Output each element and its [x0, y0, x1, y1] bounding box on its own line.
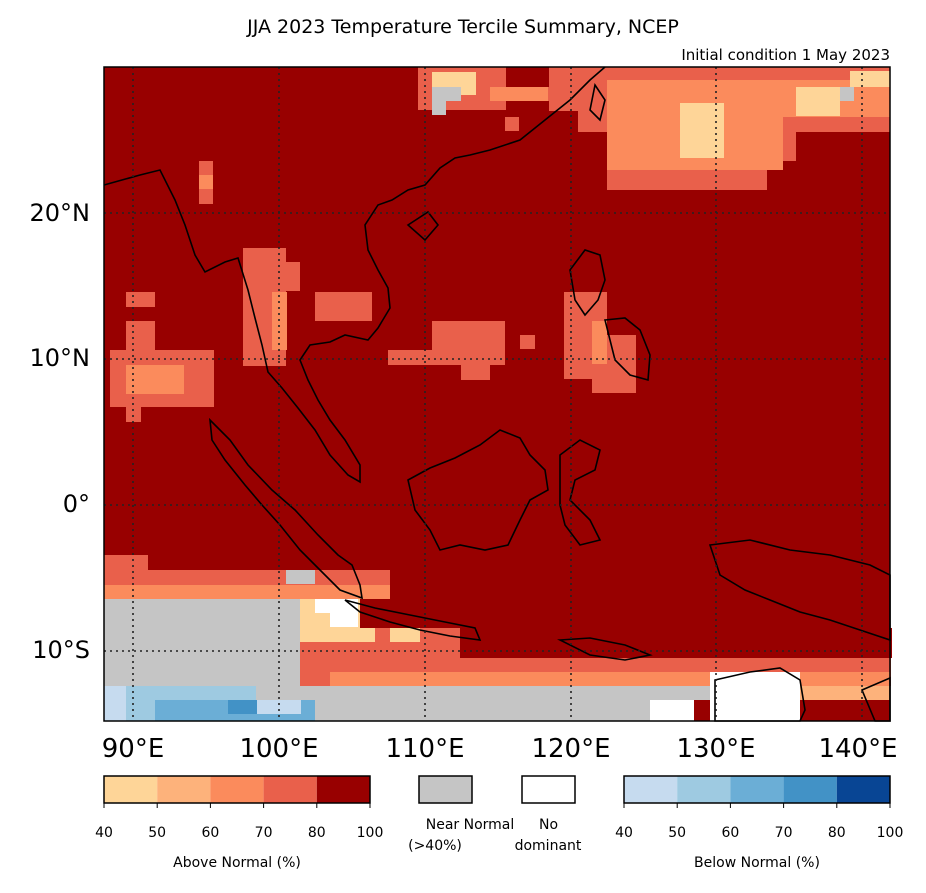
below-normal-swatch-4 — [836, 776, 890, 803]
below-normal-tick-label-3: 70 — [774, 825, 793, 841]
above-normal-colorbar — [103, 775, 371, 808]
above-normal-tick-label-4: 80 — [307, 825, 326, 841]
below-normal-tick-label-5: 100 — [876, 825, 904, 841]
near-normal-swatch — [418, 775, 473, 804]
above-normal-swatch-4 — [316, 776, 370, 803]
above-normal-tick-label-3: 70 — [254, 825, 273, 841]
below-normal-swatch-2 — [730, 776, 784, 803]
above-normal-tick-label-1: 50 — [148, 825, 167, 841]
near-normal-label-line2: (>40%) — [408, 838, 462, 854]
above-normal-label: Above Normal (%) — [173, 855, 301, 871]
below-normal-tick-label-2: 60 — [721, 825, 740, 841]
above-normal-tick-label-0: 40 — [95, 825, 113, 841]
lat-label-10s: 10°S — [32, 636, 90, 664]
below-normal-swatch-3 — [783, 776, 837, 803]
below-normal-tick-label-4: 80 — [827, 825, 846, 841]
above-normal-tick-label-2: 60 — [201, 825, 220, 841]
above-normal-swatch-3 — [263, 776, 317, 803]
below-normal-label: Below Normal (%) — [694, 855, 820, 871]
lat-label-10n: 10°N — [29, 344, 91, 372]
above-normal-swatch-1 — [157, 776, 211, 803]
below-normal-tick-label-1: 50 — [668, 825, 687, 841]
above-normal-border — [103, 775, 371, 804]
lon-label-120e: 120°E — [531, 734, 611, 764]
lon-label-130e: 130°E — [676, 734, 756, 764]
lon-label-90e: 90°E — [101, 734, 165, 764]
lon-label-100e: 100°E — [239, 734, 319, 764]
lat-label-0: 0° — [62, 490, 90, 518]
gridlines — [104, 67, 890, 721]
below-normal-colorbar — [623, 775, 891, 808]
below-normal-swatch-0 — [624, 776, 678, 803]
below-normal-swatch-1 — [677, 776, 731, 803]
no-dominant-swatch — [521, 775, 576, 804]
near-normal-label-line1: Near Normal — [425, 817, 515, 833]
above-normal-swatch-0 — [104, 776, 158, 803]
below-normal-tick-label-0: 40 — [615, 825, 633, 841]
lat-label-20n: 20°N — [29, 199, 91, 227]
below-normal-border — [623, 775, 891, 804]
no-dominant-label-line1: No — [538, 817, 559, 833]
below-normal-patches — [104, 686, 315, 721]
chart-title: JJA 2023 Temperature Tercile Summary, NC… — [247, 16, 679, 38]
above-normal-tick-label-5: 100 — [356, 825, 384, 841]
initial-condition-note: Initial condition 1 May 2023 — [681, 46, 890, 64]
coastlines — [103, 66, 891, 722]
lon-label-110e: 110°E — [385, 734, 465, 764]
above-normal-swatch-2 — [210, 776, 264, 803]
lon-label-140e: 140°E — [818, 734, 898, 764]
no-dominant-label-line2: dominant — [514, 838, 582, 854]
no-dominant-patches — [315, 599, 800, 721]
